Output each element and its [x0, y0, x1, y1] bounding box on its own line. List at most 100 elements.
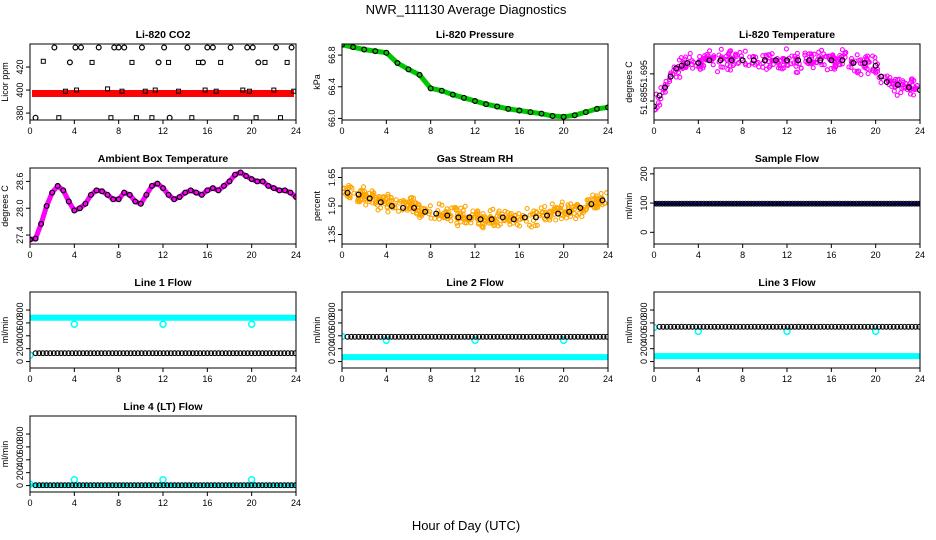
data-point [39, 482, 46, 489]
data-point [706, 57, 713, 64]
data-point-square [119, 88, 125, 94]
data-point-square [202, 87, 208, 93]
data-point [248, 350, 255, 357]
y-tick-label: 28.0 [15, 199, 25, 217]
y-tick-label: 66.0 [327, 110, 337, 128]
cloud-point [747, 54, 753, 60]
data-point [370, 333, 377, 340]
data-point [687, 200, 693, 207]
data-point [276, 187, 283, 194]
data-point [248, 176, 255, 183]
data-point [567, 333, 574, 340]
data-point [126, 191, 133, 198]
cloud-point [455, 223, 461, 229]
data-point [835, 323, 842, 330]
cloud-point [502, 208, 508, 214]
data-point [854, 323, 860, 330]
data-point [110, 196, 117, 203]
cloud-point [716, 59, 722, 65]
data-point [802, 323, 809, 330]
data-point [483, 101, 490, 108]
data-point [443, 333, 450, 340]
plot-area [32, 44, 296, 120]
data-point [872, 200, 879, 207]
cloud-point [760, 53, 766, 59]
data-point [769, 323, 776, 330]
cloud-point [725, 66, 731, 73]
data-point [858, 200, 865, 207]
data-point-square [284, 59, 290, 65]
data-point [384, 333, 391, 340]
cloud-point [697, 66, 703, 72]
cloud-point [851, 68, 858, 74]
data-point [449, 91, 456, 98]
data-point [344, 333, 351, 340]
data-point [164, 482, 171, 489]
data-point [808, 200, 815, 207]
data-point [220, 182, 227, 189]
data-point [739, 200, 746, 207]
data-point [159, 320, 167, 328]
data-point [254, 178, 261, 185]
data-point [780, 323, 787, 330]
x-tick-label: 4 [384, 126, 389, 136]
data-point [901, 323, 908, 330]
data-point [189, 350, 196, 357]
cloud-point [720, 64, 726, 70]
data-point [832, 323, 839, 330]
cloud-point [401, 199, 407, 205]
x-tick-label: 8 [116, 374, 121, 384]
data-point [872, 323, 879, 330]
x-tick-label: 12 [782, 374, 792, 384]
x-tick-label: 0 [27, 374, 32, 384]
cloud-point [549, 201, 555, 207]
data-point [750, 57, 757, 64]
y-tick-label: 51.685 [639, 87, 649, 115]
data-point [410, 333, 417, 340]
cloud-point [697, 53, 703, 60]
data-point [897, 200, 904, 207]
x-tick-label: 16 [514, 250, 524, 260]
data-point [154, 180, 161, 187]
data-point [344, 189, 351, 196]
y-tick-label: 400 [327, 328, 337, 343]
data-point-square [62, 88, 68, 94]
cloud-point [385, 209, 391, 215]
data-point [255, 350, 262, 357]
data-point [487, 333, 494, 340]
y-tick-label: 0 [639, 359, 649, 364]
data-point [244, 44, 251, 51]
data-point [875, 200, 882, 207]
cloud-point [795, 69, 801, 76]
data-point [883, 200, 890, 207]
data-point [198, 191, 205, 198]
data-point [252, 482, 258, 489]
cloud-point [579, 214, 585, 220]
data-point [244, 482, 251, 489]
x-tick-label: 24 [915, 374, 925, 384]
data-point [156, 350, 163, 357]
data-point [806, 323, 813, 330]
data-point [252, 350, 258, 357]
data-point [60, 187, 67, 194]
data-point [872, 62, 879, 69]
data-point [241, 350, 247, 357]
data-point [132, 198, 139, 205]
data-point [711, 323, 718, 330]
data-point [293, 194, 296, 201]
data-point [259, 482, 266, 489]
cloud-point [579, 206, 585, 213]
data-point [160, 185, 167, 192]
y-tick-label: 27.4 [15, 226, 25, 244]
cloud-point [710, 62, 716, 68]
data-point [69, 482, 76, 489]
data-point [149, 482, 156, 489]
data-point [784, 323, 791, 330]
data-point [905, 200, 912, 207]
x-tick-label: 20 [871, 250, 881, 260]
data-point [772, 57, 779, 64]
y-tick-label: 420 [15, 60, 25, 75]
data-point [241, 482, 247, 489]
data-point [226, 178, 233, 185]
data-point [76, 350, 83, 357]
